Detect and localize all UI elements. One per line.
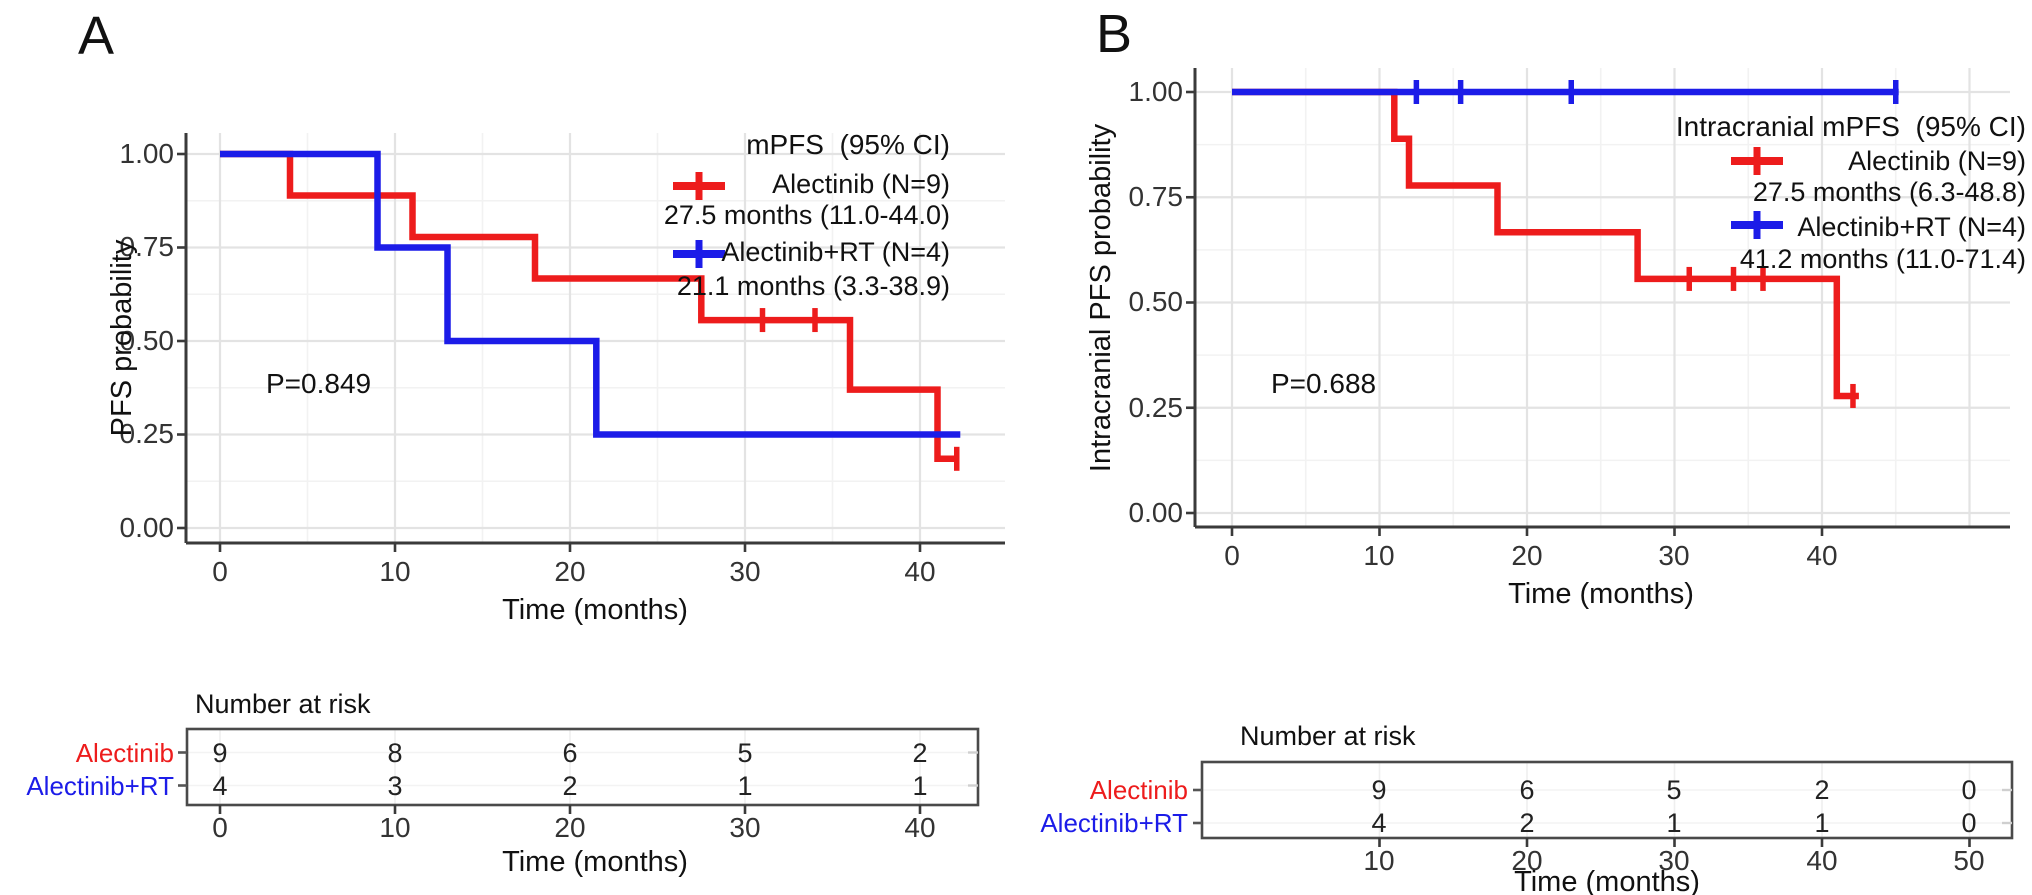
b-xtick-30: 30 [1658,540,1690,571]
a-xtick-30: 30 [729,556,761,587]
b-risk-xtick: 40 [1806,845,1838,876]
a-legend-median-alectinib-rt: 21.1 months (3.3-38.9) [676,271,950,301]
b-risk-xtick: 20 [1511,845,1543,876]
a-risk-xtick: 40 [904,812,936,843]
a-legend-median-alectinib: 27.5 months (11.0-44.0) [663,200,950,230]
b-legend-median-alectinib-rt: 41.2 months (11.0-71.4) [1739,244,2026,274]
a-risk-x-axis-title: Time (months) [502,846,688,878]
b-risk-count: 5 [1666,775,1682,805]
a-risk-count: 8 [387,738,403,768]
b-risk-count: 2 [1814,775,1830,805]
a-risk-xtick: 30 [729,812,761,843]
a-risk-row-label-alectinib-rt: Alectinib+RT [26,771,174,801]
a-risk-count: 2 [912,738,928,768]
b-xtick-0: 0 [1224,540,1240,571]
b-risk-xtick: 10 [1363,845,1395,876]
a-x-axis-title: Time (months) [502,594,688,626]
b-risk-row-label-alectinib-rt: Alectinib+RT [1040,808,1188,838]
a-ytick-050: 0.50 [119,325,175,356]
a-ytick-000: 0.00 [119,512,175,543]
b-risk-count: 1 [1814,808,1830,838]
km-curve [220,150,957,463]
b-xtick-20: 20 [1511,540,1543,571]
risk-table-box [185,727,980,807]
a-xtick-10: 10 [379,556,411,587]
a-legend-label-alectinib-rt: Alectinib+RT (N=4) [721,237,950,267]
a-risk-row-label-alectinib: Alectinib [75,738,174,768]
b-risk-count: 9 [1371,775,1387,805]
a-ytick-100: 1.00 [119,138,175,169]
b-ytick-025: 0.25 [1128,392,1184,423]
b-legend-label-alectinib-rt: Alectinib+RT (N=4) [1797,212,2026,242]
km-curve [1232,88,1859,400]
a-risk-count: 1 [912,771,928,801]
a-legend-label-alectinib: Alectinib (N=9) [772,169,950,199]
b-risk-count: 1 [1666,808,1682,838]
b-legend-median-alectinib: 27.5 months (6.3-48.8) [1752,177,2026,207]
b-risk-xtick: 30 [1658,845,1690,876]
a-ytick-075: 0.75 [119,231,175,262]
b-ytick-100: 1.00 [1128,76,1184,107]
km-curve [220,150,961,438]
a-ytick-025: 0.25 [119,418,175,449]
a-risk-count: 5 [737,738,753,768]
b-ytick-000: 0.00 [1128,497,1184,528]
b-xtick-10: 10 [1363,540,1395,571]
a-y-axis-title: PFS probability [106,239,138,437]
b-y-axis-title: Intracranial PFS probability [1085,123,1117,473]
a-xtick-20: 20 [554,556,586,587]
b-x-axis-title: Time (months) [1508,578,1694,610]
b-risk-count: 2 [1519,808,1535,838]
a-p-value: P=0.849 [266,368,372,399]
a-risk-table-title: Number at risk [195,689,371,719]
a-risk-count: 6 [562,738,578,768]
a-xtick-0: 0 [212,556,228,587]
b-xtick-40: 40 [1806,540,1838,571]
a-risk-count: 2 [562,771,578,801]
panel-letter-b: B [1096,4,1133,64]
panel-letter-a: A [78,6,115,66]
b-risk-count: 4 [1371,808,1387,838]
a-risk-xtick: 0 [212,812,228,843]
risk-table-box [1200,760,2014,840]
b-risk-count: 6 [1519,775,1535,805]
b-risk-row-label-alectinib: Alectinib [1089,775,1188,805]
b-risk-x-axis-title: Time (months) [1514,866,1700,895]
a-xtick-40: 40 [904,556,936,587]
b-risk-count: 0 [1961,775,1977,805]
a-risk-count: 4 [212,771,228,801]
b-ytick-075: 0.75 [1128,181,1184,212]
b-ytick-050: 0.50 [1128,286,1184,317]
a-risk-xtick: 10 [379,812,411,843]
b-legend-label-alectinib: Alectinib (N=9) [1848,146,2026,176]
a-risk-count: 1 [737,771,753,801]
b-legend-title: Intracranial mPFS (95% CI) [1675,111,2026,142]
b-risk-xtick: 50 [1953,845,1985,876]
b-risk-count: 0 [1961,808,1977,838]
b-p-value: P=0.688 [1271,368,1377,399]
a-risk-count: 9 [212,738,228,768]
a-legend-title: mPFS (95% CI) [746,129,950,160]
a-risk-count: 3 [387,771,403,801]
b-risk-table-title: Number at risk [1240,721,1416,751]
a-risk-xtick: 20 [554,812,586,843]
